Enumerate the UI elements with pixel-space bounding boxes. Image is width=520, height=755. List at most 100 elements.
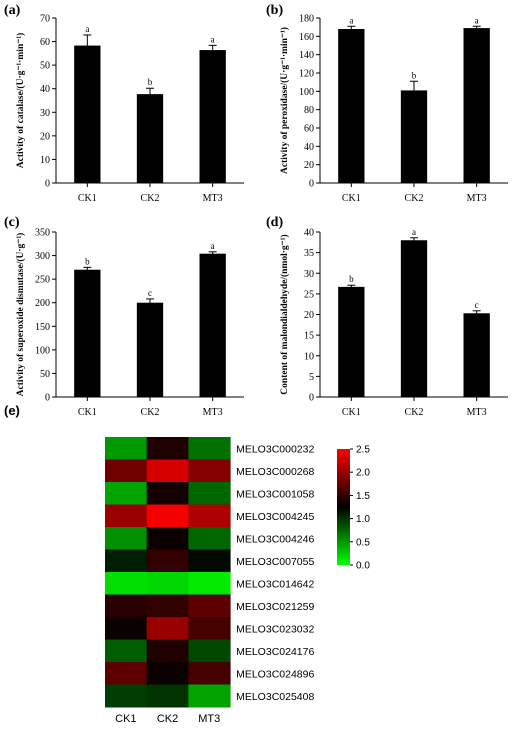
- heatmap-cell: [146, 437, 189, 460]
- panel-c-y-tick-label: 200: [35, 298, 50, 309]
- heatmap-cell: [146, 527, 189, 550]
- panel-a-y-tick-label: 70: [40, 14, 50, 25]
- panel-c-x-tick-label: CK1: [78, 407, 97, 418]
- panel-b-y-tick-label: 120: [299, 69, 314, 80]
- panel-d-y-axis-title: Content of malondialdehyde/(nmol·g⁻¹): [279, 234, 290, 394]
- panel-b-y-tick-label: 40: [304, 142, 314, 153]
- heatmap-cell: [105, 527, 148, 550]
- heatmap-cell: [188, 572, 231, 595]
- heatmap-cell: [105, 662, 148, 685]
- panel-d-bar-mt3: [463, 313, 490, 397]
- panel-b-significance-letter: a: [349, 15, 353, 25]
- panel-a-y-axis-title: Activity of catalase/(U·g⁻¹·min⁻¹): [15, 33, 26, 169]
- heatmap-cell: [146, 617, 189, 640]
- heatmap-cell: [146, 482, 189, 505]
- panel-c-y-tick-label: 50: [40, 369, 50, 380]
- panel-b-x-tick-label: CK1: [342, 193, 361, 204]
- panel-c-x-tick-label: MT3: [203, 407, 223, 418]
- panel-d-y-tick-label: 0: [309, 393, 314, 404]
- panel-b-y-tick-label: 20: [304, 160, 314, 171]
- heatmap-cell: [146, 549, 189, 573]
- panel-b-significance-letter: a: [475, 15, 479, 25]
- heatmap-cell: [188, 594, 231, 618]
- panel-b-y-tick-label: 160: [299, 32, 314, 43]
- panel-a-significance-letter: b: [148, 77, 153, 87]
- panel-d-y-tick-label: 5: [309, 372, 314, 383]
- heatmap-cell: [188, 527, 231, 550]
- heatmap-cell: [146, 572, 189, 595]
- panel-b-y-axis-title: Activity of peroxidase/(U·g⁻¹·min⁻¹): [279, 27, 290, 174]
- panel-d-x-tick-label: CK2: [405, 407, 424, 418]
- colorbar-tick-label: 0.0: [356, 561, 370, 572]
- heatmap-cell: [105, 437, 148, 460]
- panel-a-x-tick-label: CK1: [78, 193, 97, 204]
- panel-b-bar-ck1: [338, 29, 365, 183]
- heatmap-cell: [188, 662, 231, 685]
- panel-b-y-tick-label: 0: [309, 179, 314, 190]
- panel-d-significance-letter: c: [475, 300, 479, 310]
- panel-b-y-tick-label: 100: [299, 87, 314, 98]
- panel-b-x-tick-label: CK2: [405, 193, 424, 204]
- panel-a-y-tick-label: 0: [45, 179, 50, 190]
- heatmap-cell: [105, 482, 148, 505]
- panel-d-y-tick-label: 30: [304, 269, 314, 280]
- heatmap-cell: [105, 504, 148, 528]
- heatmap-cell: [188, 617, 231, 640]
- colorbar-tick-label: 2.5: [356, 445, 370, 456]
- panel-c-y-axis-title: Activity of superoxide dismutase/(U·g⁻¹): [15, 233, 26, 397]
- panel-b-bar-ck2: [400, 90, 428, 183]
- colorbar-tick-label: 0.5: [356, 537, 370, 548]
- panel-c-significance-letter: a: [211, 241, 215, 251]
- panel-c-x-tick-label: CK2: [141, 407, 160, 418]
- panel-a-label: (a): [4, 3, 21, 18]
- heatmap-cell: [146, 684, 189, 708]
- panel-d-y-tick-label: 20: [304, 310, 314, 321]
- panel-d-x-tick-label: CK1: [342, 407, 361, 418]
- panel-c-y-tick-label: 150: [35, 322, 50, 333]
- panel-a-y-tick-label: 40: [40, 84, 50, 95]
- panel-a-significance-letter: a: [211, 34, 215, 44]
- heatmap-cell: [188, 639, 231, 663]
- panel-d-y-tick-label: 40: [304, 228, 314, 239]
- panel-b-y-tick-label: 80: [304, 105, 314, 116]
- panel-d-y-tick-label: 35: [304, 248, 314, 259]
- colorbar-tick-label: 2.0: [356, 468, 370, 479]
- panel-a-x-tick-label: CK2: [141, 193, 160, 204]
- panel-b-y-tick-label: 180: [299, 14, 314, 25]
- heatmap-row-label: MELO3C021259: [236, 601, 314, 613]
- panel-a-significance-letter: a: [85, 24, 89, 34]
- heatmap-cell: [105, 572, 148, 595]
- heatmap-cell: [188, 504, 231, 528]
- panel-b-label: (b): [266, 3, 283, 18]
- panel-a-bar-ck2: [136, 94, 164, 183]
- panel-a-bar-ck1: [74, 45, 101, 184]
- panel-d-y-tick-label: 15: [304, 331, 314, 342]
- heatmap-cell: [105, 617, 148, 640]
- heatmap-cell: [146, 639, 189, 663]
- panel-d-significance-letter: a: [412, 227, 416, 237]
- heatmap-row-label: MELO3C001058: [236, 488, 314, 500]
- heatmap-row-label: MELO3C014642: [236, 578, 314, 590]
- heatmap-row-label: MELO3C024176: [236, 646, 314, 658]
- colorbar: [337, 449, 350, 565]
- panel-b-y-tick-label: 140: [299, 50, 314, 61]
- panel-d-significance-letter: b: [349, 274, 354, 284]
- panel-c-y-tick-label: 0: [45, 393, 50, 404]
- heatmap-cell: [188, 684, 231, 708]
- heatmap-cell: [146, 504, 189, 528]
- heatmap-row-label: MELO3C004246: [236, 533, 314, 545]
- panel-c-label: (c): [4, 215, 20, 230]
- heatmap-row-label: MELO3C007055: [236, 556, 314, 568]
- heatmap-cell: [188, 459, 231, 483]
- panel-a-y-tick-label: 20: [40, 131, 50, 142]
- heatmap-cell: [146, 662, 189, 685]
- heatmap-cell: [105, 639, 148, 663]
- panel-b-bar-mt3: [463, 28, 490, 184]
- heatmap-cell: [105, 459, 148, 483]
- heatmap-row-label: MELO3C023032: [236, 623, 314, 635]
- panel-c-bar-mt3: [199, 253, 226, 397]
- panel-a-x-tick-label: MT3: [203, 193, 223, 204]
- panel-c-y-tick-label: 100: [35, 345, 50, 356]
- heatmap-row-label: MELO3C000232: [236, 443, 314, 455]
